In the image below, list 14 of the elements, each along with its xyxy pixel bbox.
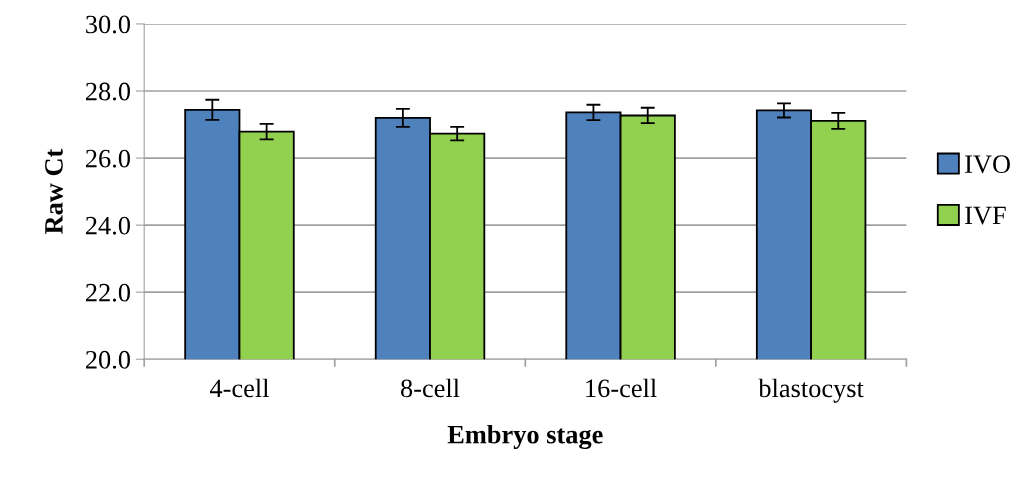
y-tick-label: 28.0: [85, 82, 130, 101]
y-tick-label: 24.0: [85, 216, 130, 235]
y-tick-label: 30.0: [86, 15, 130, 34]
x-tick-label: 16-cell: [586, 378, 657, 398]
x-tick-label: 8-cell: [401, 378, 460, 398]
legend-label: IVF: [965, 206, 1006, 225]
y-tick-label: 26.0: [85, 149, 130, 168]
y-axis-title: Raw Ct: [45, 148, 63, 235]
legend-label: IVO: [965, 155, 1010, 174]
x-tick-label: blastocyst: [758, 378, 864, 403]
x-tick-label: 4-cell: [209, 378, 269, 398]
y-tick-label: 22.0: [85, 283, 130, 302]
y-tick-label: 20.0: [85, 350, 130, 369]
x-axis-title: Embryo stage: [447, 424, 603, 450]
